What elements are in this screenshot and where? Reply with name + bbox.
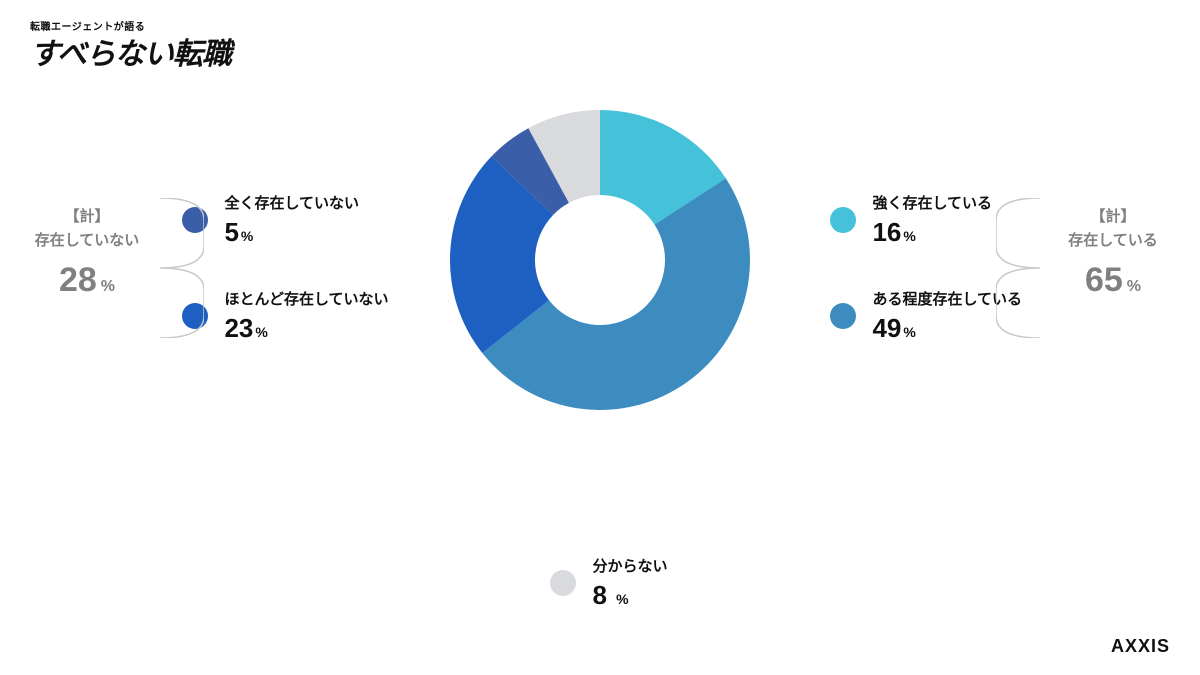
bracket-left-icon xyxy=(160,198,204,338)
legend-item-almost-no: ほとんど存在していない 23% xyxy=(182,288,389,344)
legend-value: 16% xyxy=(872,217,992,248)
legend-item-dont-know: 分からない 8 % xyxy=(550,555,667,611)
legend-value: 5% xyxy=(224,217,359,248)
swatch-icon xyxy=(550,570,576,596)
logo: 転職エージェントが語る すべらない転職 xyxy=(30,18,231,73)
subtotal-label: 存在していない xyxy=(22,229,152,253)
legend-label: ほとんど存在していない xyxy=(224,288,388,309)
legend-item-strong-yes: 強く存在している 16% xyxy=(830,192,992,248)
legend-label: 強く存在している xyxy=(872,192,992,213)
legend-label: 全く存在していない xyxy=(224,192,359,213)
subtotal-value: 65% xyxy=(1048,261,1178,300)
donut-svg xyxy=(450,110,750,410)
subtotal-right: 【計】 存在している 65% xyxy=(1048,205,1178,300)
legend-item-not-at-all: 全く存在していない 5% xyxy=(182,192,359,248)
legend-label: 分からない xyxy=(592,555,667,576)
legend-item-some-yes: ある程度存在している 49% xyxy=(830,288,1022,344)
legend-value: 8 % xyxy=(592,580,667,611)
subtotal-label: 存在している xyxy=(1048,229,1178,253)
swatch-icon xyxy=(830,303,856,329)
subtotal-header: 【計】 xyxy=(1048,205,1178,229)
subtotal-value: 28% xyxy=(22,261,152,300)
subtotal-header: 【計】 xyxy=(22,205,152,229)
subtotal-left: 【計】 存在していない 28% xyxy=(22,205,152,300)
swatch-icon xyxy=(830,207,856,233)
legend-value: 23% xyxy=(224,313,388,344)
footer-brand: AXXIS xyxy=(1111,636,1170,657)
donut-chart xyxy=(450,110,750,410)
logo-title: すべらない転職 xyxy=(30,29,231,73)
bracket-right-icon xyxy=(996,198,1040,338)
